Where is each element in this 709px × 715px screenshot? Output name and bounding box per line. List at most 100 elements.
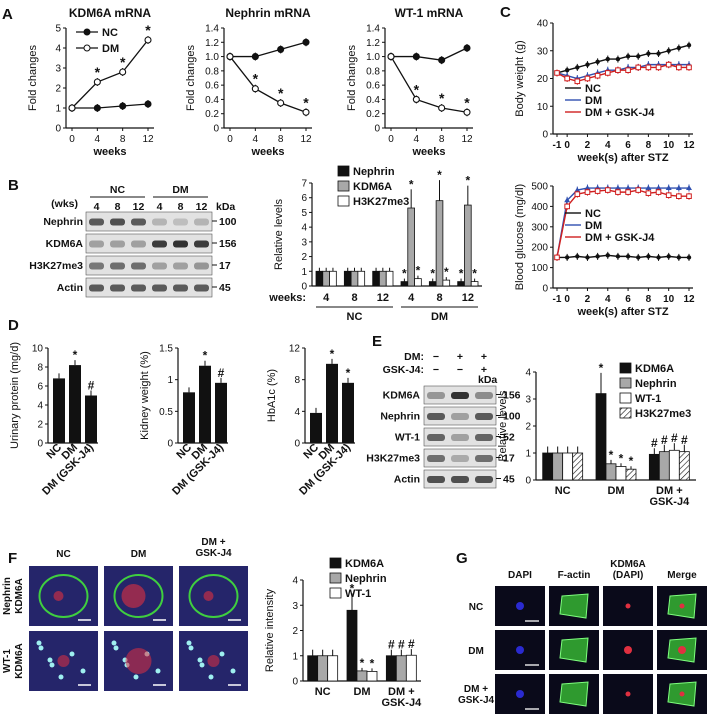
lane-label: 12 bbox=[133, 201, 145, 213]
significance-star: * bbox=[145, 22, 151, 38]
b-band bbox=[131, 218, 146, 226]
micrograph-column-label: GSK-J4 bbox=[195, 548, 232, 559]
b-blot-strip bbox=[85, 277, 213, 298]
kda-label: kDa bbox=[478, 374, 497, 386]
bar-dm bbox=[326, 363, 338, 443]
a0-y-tick-label: 4 bbox=[55, 44, 61, 55]
significance-star: * bbox=[303, 94, 309, 110]
f-legend-swatch bbox=[329, 557, 342, 569]
x-axis-label: week(s) after STZ bbox=[576, 306, 668, 318]
b-band bbox=[194, 218, 209, 226]
c2-point bbox=[655, 189, 662, 195]
f-bar-wt-1 bbox=[405, 654, 417, 682]
x-tick-label: 8 bbox=[120, 134, 126, 145]
x-tick-label: 0 bbox=[564, 140, 570, 151]
significance-mark: * bbox=[409, 177, 414, 191]
b-y-label: Relative levels bbox=[273, 199, 285, 270]
c2-point bbox=[584, 185, 591, 191]
a2-y-tick-label: 0.2 bbox=[366, 109, 380, 120]
x-tick-label: 10 bbox=[663, 294, 675, 305]
b-bar-h3k27me3 bbox=[470, 281, 479, 287]
b-band bbox=[89, 218, 104, 226]
data-point-dm bbox=[277, 99, 285, 107]
wt1-nucleus bbox=[230, 668, 236, 674]
panel-c-label: C bbox=[500, 4, 511, 21]
blot-row-label: KDM6A bbox=[383, 390, 421, 402]
b-band bbox=[152, 240, 167, 248]
x-tick-label: 12 bbox=[461, 134, 473, 145]
kdm6a-nucleus bbox=[625, 603, 631, 609]
a2-y-tick-label: 0.8 bbox=[366, 66, 380, 77]
week-label: 12 bbox=[377, 292, 389, 304]
x-axis-label: weeks bbox=[92, 146, 126, 158]
c2-point bbox=[615, 254, 621, 259]
lane-label: 8 bbox=[178, 201, 184, 213]
x-tick-label: 8 bbox=[646, 140, 652, 151]
panel-b-label: B bbox=[8, 177, 19, 194]
c2-point bbox=[584, 189, 591, 195]
data-point-dm bbox=[119, 68, 127, 76]
e-legend-label: KDM6A bbox=[635, 363, 674, 375]
kda-value: 17 bbox=[219, 260, 231, 272]
d1-y-label: Kidney weight (%) bbox=[139, 351, 151, 440]
blot-row-label: Nephrin bbox=[43, 216, 83, 228]
wt1-nucleus bbox=[188, 645, 194, 651]
wt1-nucleus bbox=[47, 657, 53, 663]
b-band bbox=[131, 240, 146, 248]
c2-point bbox=[666, 254, 671, 259]
b-bar-h3k27me3 bbox=[385, 270, 394, 287]
category-label: GSK-J4 bbox=[381, 697, 422, 709]
e-bar-nephrin bbox=[605, 463, 617, 481]
x-tick-label: 12 bbox=[142, 134, 154, 145]
dm-label: DM: bbox=[404, 351, 424, 363]
b-blot-strip bbox=[85, 233, 213, 254]
b-y-tick-label: 6 bbox=[301, 193, 307, 204]
f-y-tick-label: 4 bbox=[292, 576, 298, 587]
weeks-label: (wks) bbox=[51, 198, 78, 210]
significance-star: * bbox=[95, 64, 101, 80]
data-point-nc bbox=[251, 53, 259, 61]
d0-y-tick-label: 4 bbox=[37, 401, 43, 412]
b-band bbox=[152, 262, 167, 270]
bar-dm-gsk-j4- bbox=[342, 382, 354, 443]
series-line-nc bbox=[391, 47, 468, 61]
significance-mark: * bbox=[444, 265, 449, 279]
c2-point bbox=[686, 185, 692, 191]
wt1-nucleus bbox=[219, 651, 225, 657]
dm-sign: + bbox=[481, 351, 487, 363]
gsk-sign: + bbox=[481, 364, 487, 376]
group-label: NC bbox=[347, 311, 363, 323]
significance-star: * bbox=[278, 85, 284, 101]
e-bar-wt-1 bbox=[562, 452, 574, 481]
micrograph-row-label: DM bbox=[468, 646, 484, 657]
e-y-label: Relative levels bbox=[497, 390, 509, 461]
d1-y-tick-label: 0.5 bbox=[159, 407, 173, 418]
c1-point bbox=[665, 61, 672, 68]
category-label: DM bbox=[607, 485, 624, 497]
b-y-tick-label: 4 bbox=[301, 223, 307, 234]
b-blot-strip bbox=[85, 211, 213, 232]
d1-y-tick-label: 1 bbox=[167, 375, 173, 386]
x-axis-label: weeks bbox=[411, 146, 445, 158]
gsk-sign: − bbox=[457, 364, 463, 376]
c1-point bbox=[595, 59, 600, 65]
c1-y-tick-label: 40 bbox=[537, 19, 549, 30]
micrograph-column-label: DM bbox=[131, 549, 147, 560]
e-band bbox=[475, 413, 493, 420]
d1-y-tick-label: 1.5 bbox=[159, 344, 173, 355]
c2-point bbox=[645, 185, 652, 191]
f-legend-label: WT-1 bbox=[345, 588, 371, 600]
c1-y-tick-label: 30 bbox=[537, 46, 549, 57]
a2-y-tick-label: 1.4 bbox=[366, 24, 380, 35]
c1-point bbox=[636, 54, 641, 59]
series-line-dm bbox=[390, 56, 468, 113]
significance-mark: * bbox=[416, 264, 421, 278]
c2-series-line bbox=[556, 187, 689, 258]
wt1-nucleus bbox=[199, 662, 205, 668]
series-line-dm bbox=[229, 56, 307, 113]
significance-mark: * bbox=[609, 448, 614, 462]
micrograph-column-label: NC bbox=[56, 549, 70, 560]
b-y-tick-label: 2 bbox=[301, 252, 307, 263]
series-line-nc bbox=[230, 41, 307, 58]
